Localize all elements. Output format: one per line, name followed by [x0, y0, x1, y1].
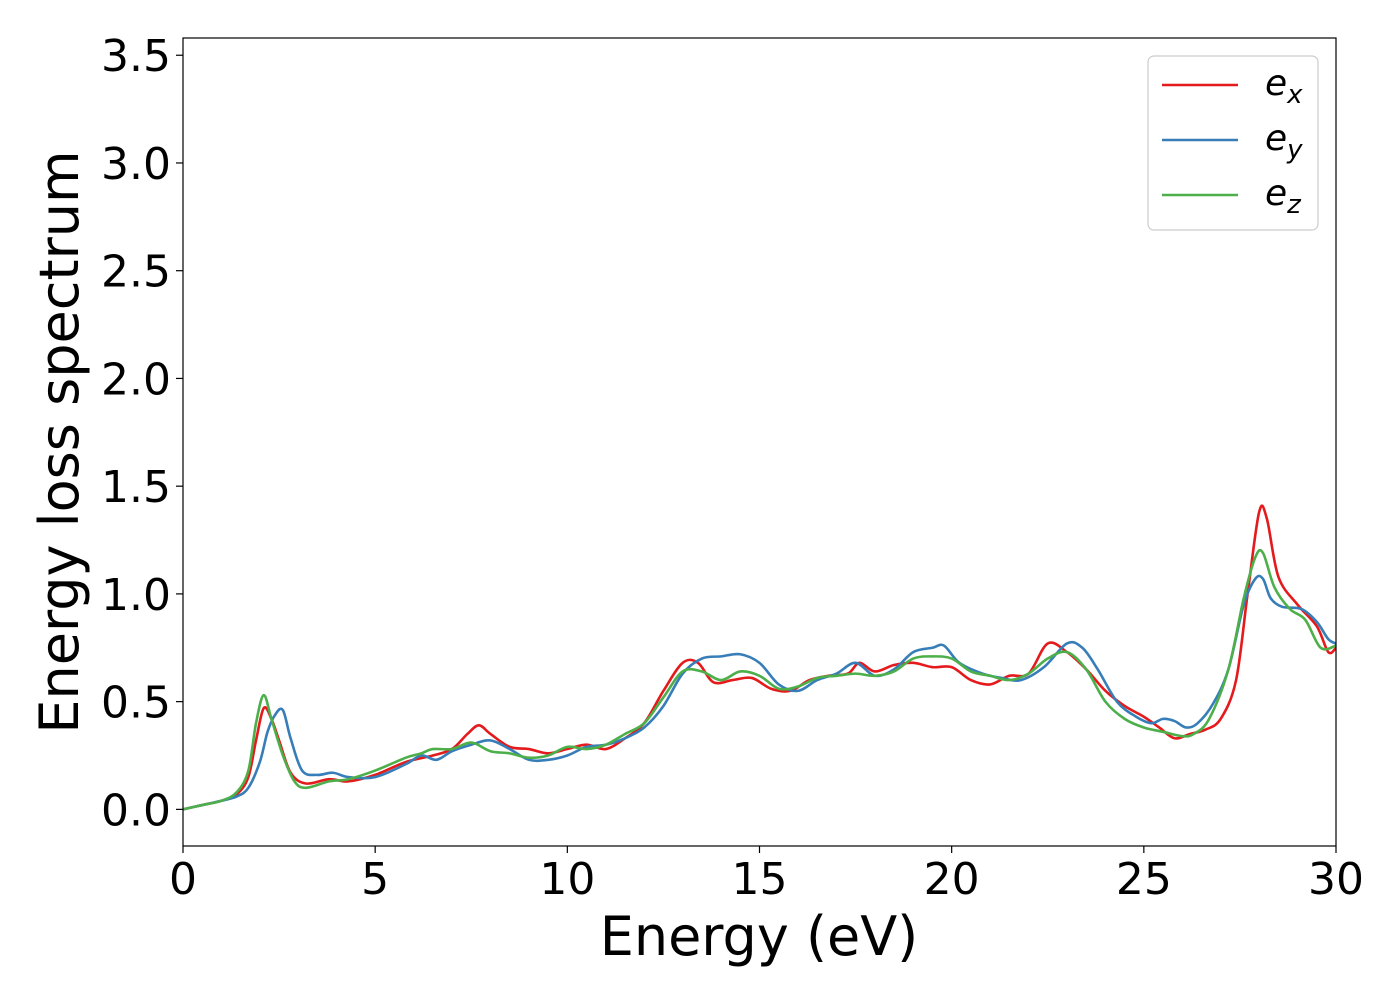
legend-box: [1147, 55, 1319, 231]
y-tick-label: 2.0: [101, 354, 171, 405]
x-tick-label: 20: [924, 854, 980, 905]
y-tick-label: 2.5: [101, 247, 171, 298]
x-axis-title: Energy (eV): [600, 905, 919, 968]
plot-background: [183, 38, 1336, 846]
x-axis: 0 5 10 15 20 25 30: [169, 846, 1364, 905]
y-tick-label: 3.0: [101, 139, 171, 190]
x-tick-label: 30: [1308, 854, 1364, 905]
legend-label-x: ex: [1265, 63, 1303, 110]
x-tick-label: 25: [1116, 854, 1172, 905]
series-line-y: [182, 574, 1337, 811]
series-line-z: [182, 548, 1337, 811]
y-axis: 0.0 0.5 1.0 1.5 2.0 2.5 3.0 3.5: [101, 31, 183, 836]
y-tick-label: 1.5: [101, 462, 171, 513]
x-tick-label: 10: [539, 854, 595, 905]
x-tick-label: 5: [361, 854, 389, 905]
series-layer: [182, 504, 1337, 811]
legend: ex ey ez: [1147, 55, 1319, 231]
y-axis-title: Energy loss spectrum: [28, 150, 91, 733]
y-tick-label: 0.0: [101, 785, 171, 836]
y-tick-label: 3.5: [101, 31, 171, 82]
y-tick-label: 0.5: [101, 678, 171, 729]
y-tick-label: 1.0: [101, 570, 171, 621]
legend-label-z: ez: [1265, 173, 1302, 220]
x-tick-label: 15: [732, 854, 788, 905]
legend-label-y: ey: [1265, 118, 1303, 165]
x-tick-label: 0: [169, 854, 197, 905]
